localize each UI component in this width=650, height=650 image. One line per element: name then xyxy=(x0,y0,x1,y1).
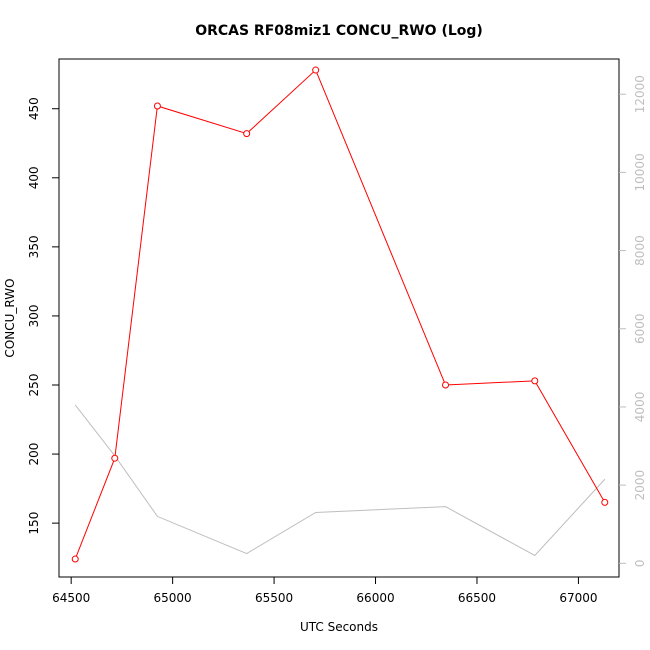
plot-frame xyxy=(58,58,620,578)
y-axis-right: 0 2000 4000 6000 8000 10000 12000 xyxy=(619,75,647,567)
x-tick-label: 65000 xyxy=(154,591,192,605)
y2-tick-label: 4000 xyxy=(633,392,647,423)
y-axis-left: 150 200 250 300 350 400 450 xyxy=(27,97,59,535)
data-point xyxy=(442,381,450,389)
y-axis-label: CONCU_RWO xyxy=(3,278,17,357)
y2-tick-label: 0 xyxy=(633,559,647,567)
x-tick-label: 66000 xyxy=(356,591,394,605)
y2-tick-label: 6000 xyxy=(633,313,647,344)
y2-tick-label: 8000 xyxy=(633,235,647,266)
y-tick-label: 150 xyxy=(27,512,41,535)
data-point xyxy=(153,102,161,110)
data-point xyxy=(312,66,320,74)
y2-tick-label: 12000 xyxy=(633,75,647,113)
y-tick-label: 450 xyxy=(27,97,41,120)
data-point xyxy=(601,498,609,506)
data-point xyxy=(243,130,251,138)
x-axis: 64500 65000 65500 66000 66500 67000 xyxy=(52,577,598,605)
y-tick-label: 200 xyxy=(27,443,41,466)
y-tick-label: 400 xyxy=(27,166,41,189)
x-tick-label: 66500 xyxy=(458,591,496,605)
data-point xyxy=(71,555,79,563)
y-tick-label: 250 xyxy=(27,374,41,397)
data-point xyxy=(531,377,539,385)
x-tick-label: 67000 xyxy=(559,591,597,605)
y-tick-label: 300 xyxy=(27,304,41,327)
series-line-right-axis xyxy=(74,404,606,557)
y2-tick-label: 10000 xyxy=(633,153,647,191)
series-layer xyxy=(71,66,609,563)
x-axis-label: UTC Seconds xyxy=(300,620,378,634)
y2-tick-label: 2000 xyxy=(633,470,647,501)
chart-title: ORCAS RF08miz1 CONCU_RWO (Log) xyxy=(195,23,483,39)
y-tick-label: 350 xyxy=(27,235,41,258)
x-tick-label: 64500 xyxy=(52,591,90,605)
series-line-left-axis xyxy=(74,69,606,560)
data-point xyxy=(111,454,119,462)
x-tick-label: 65500 xyxy=(255,591,293,605)
